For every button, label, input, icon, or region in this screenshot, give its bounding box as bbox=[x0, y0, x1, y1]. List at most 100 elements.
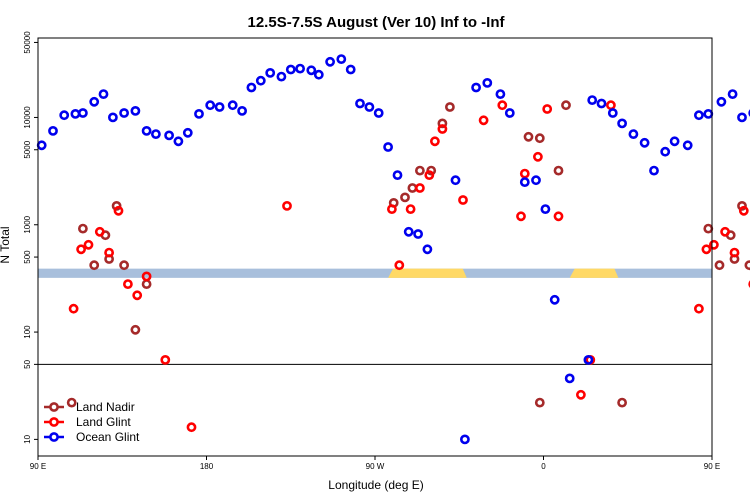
data-point bbox=[583, 354, 594, 365]
data-point bbox=[617, 397, 627, 408]
data-point bbox=[394, 260, 405, 271]
data-point bbox=[173, 136, 184, 147]
data-point bbox=[373, 108, 384, 118]
data-point bbox=[182, 127, 193, 138]
data-point bbox=[701, 244, 712, 255]
data-point bbox=[78, 108, 88, 118]
data-point bbox=[405, 204, 416, 214]
data-point bbox=[482, 78, 493, 88]
data-point bbox=[607, 108, 618, 118]
data-point bbox=[424, 170, 435, 180]
data-point bbox=[703, 109, 714, 119]
data-point bbox=[450, 175, 461, 186]
land-segment bbox=[388, 268, 467, 278]
data-point bbox=[237, 106, 247, 116]
data-point bbox=[542, 104, 553, 114]
legend-marker bbox=[49, 417, 59, 427]
data-point bbox=[205, 100, 216, 111]
data-point bbox=[214, 102, 225, 112]
y-tick-label: 5000 bbox=[23, 140, 32, 158]
data-point bbox=[130, 106, 141, 116]
data-point bbox=[504, 108, 515, 118]
data-point bbox=[497, 100, 508, 111]
data-point bbox=[414, 165, 425, 176]
data-point bbox=[68, 303, 79, 314]
data-point bbox=[694, 110, 704, 121]
data-point bbox=[132, 290, 143, 301]
data-point bbox=[186, 422, 197, 433]
data-point bbox=[150, 129, 161, 139]
data-point bbox=[660, 146, 671, 157]
plot-area bbox=[36, 54, 750, 445]
y-tick-label: 50 bbox=[23, 359, 32, 368]
data-point bbox=[194, 109, 204, 119]
y-tick-label: 50000 bbox=[23, 31, 32, 54]
data-point bbox=[617, 118, 627, 129]
data-point bbox=[141, 279, 152, 289]
data-point bbox=[534, 397, 545, 408]
data-point bbox=[694, 303, 704, 314]
data-point bbox=[516, 211, 526, 222]
data-point bbox=[325, 56, 335, 67]
ocean-band bbox=[38, 268, 712, 278]
data-point bbox=[669, 136, 680, 147]
data-point bbox=[59, 110, 70, 121]
data-point bbox=[738, 205, 749, 216]
data-point bbox=[459, 434, 470, 445]
legend-item: Land Nadir bbox=[44, 400, 135, 414]
data-point bbox=[141, 125, 152, 136]
data-point bbox=[444, 102, 455, 112]
data-point bbox=[495, 89, 506, 99]
data-point bbox=[720, 226, 730, 237]
data-point bbox=[160, 354, 171, 365]
data-point bbox=[709, 239, 719, 250]
data-point bbox=[255, 75, 266, 86]
data-point bbox=[313, 69, 324, 80]
data-point bbox=[36, 140, 47, 151]
data-point bbox=[98, 89, 109, 99]
legend-label: Land Nadir bbox=[76, 400, 135, 414]
legend-label: Ocean Glint bbox=[76, 430, 140, 444]
data-point bbox=[437, 118, 448, 129]
data-point bbox=[141, 271, 152, 282]
legend-item: Ocean Glint bbox=[44, 430, 140, 444]
y-tick-label: 100 bbox=[23, 325, 32, 339]
data-point bbox=[458, 195, 468, 205]
data-point bbox=[119, 260, 129, 271]
data-point bbox=[306, 65, 317, 76]
data-point bbox=[345, 64, 356, 75]
land-segment bbox=[569, 268, 619, 278]
data-point bbox=[639, 137, 650, 148]
data-point bbox=[111, 200, 122, 211]
data-point bbox=[403, 226, 414, 237]
data-point bbox=[553, 165, 564, 176]
data-point bbox=[422, 244, 433, 255]
data-point bbox=[716, 96, 727, 107]
data-point bbox=[737, 200, 747, 211]
series-land-glint bbox=[68, 100, 750, 433]
data-point bbox=[531, 175, 541, 186]
data-point bbox=[553, 211, 564, 222]
y-tick-label: 10000 bbox=[23, 106, 32, 129]
data-point bbox=[437, 124, 448, 134]
series-ocean-glint bbox=[36, 54, 750, 445]
data-point bbox=[561, 100, 571, 111]
data-point bbox=[703, 223, 714, 234]
data-point bbox=[519, 177, 530, 187]
data-point bbox=[355, 98, 365, 109]
data-point bbox=[576, 389, 586, 400]
data-point bbox=[534, 133, 545, 144]
data-point bbox=[295, 63, 305, 74]
x-tick-label: 90 W bbox=[366, 462, 385, 471]
x-tick-label: 90 E bbox=[704, 462, 720, 471]
data-point bbox=[76, 244, 86, 255]
data-point bbox=[649, 165, 659, 176]
data-point bbox=[478, 115, 489, 126]
data-point bbox=[386, 204, 397, 214]
data-point bbox=[628, 129, 639, 139]
y-axis: 50000 10000 5000 1000 500 100 50 10 bbox=[23, 31, 38, 444]
data-point bbox=[523, 131, 534, 142]
data-point bbox=[392, 170, 403, 180]
